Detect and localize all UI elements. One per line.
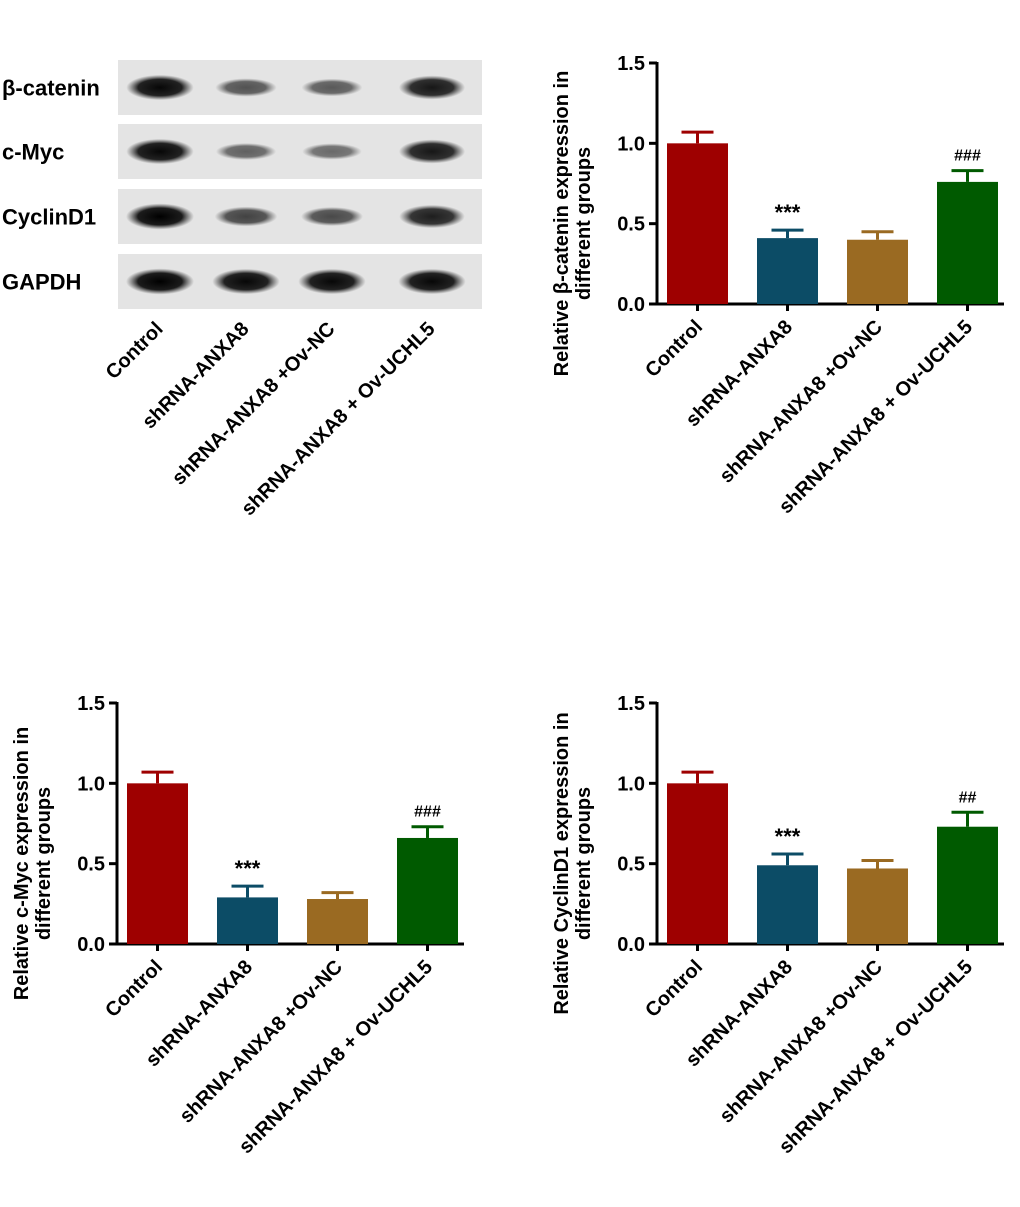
cyclind1-chart: Relative CyclinD1 expression in different… [540,640,1020,1200]
y-axis-label-line: different groups [573,787,595,940]
significance-mark: *** [775,824,801,849]
bar [667,783,728,944]
blot-band [215,143,277,160]
blot-band [398,139,466,164]
x-tick-label: shRNA-ANXA8 +Ov-NC [175,956,347,1128]
y-tick-label: 0.0 [77,934,105,956]
x-tick-label: Control [641,316,707,382]
blot-band [301,78,363,97]
x-tick-label: Control [101,956,167,1022]
bar [217,897,278,944]
blot-band [398,268,466,295]
western-blot-figure: β-cateninc-MycCyclinD1GAPDHControlshRNA-… [2,60,482,520]
y-axis-label-line: Relative CyclinD1 expression in [551,712,573,1014]
y-tick-label: 1.0 [617,773,645,795]
blot-band [126,203,194,230]
bar [937,181,998,304]
bar [847,239,908,304]
y-axis-label: Relative β-catenin expression in differen… [551,71,595,377]
blot-band [399,204,465,229]
y-axis-label-line: different groups [573,147,595,300]
significance-mark: *** [235,856,261,881]
x-tick-label: shRNA-ANXA8 + Ov-UCHL5 [775,316,977,518]
blot-band [302,143,362,160]
western-blot-panel: β-catenin c-Myc CyclinD1 GAPDH Control shRNA-… [0,0,500,560]
y-tick-label: 1.5 [617,693,645,715]
bar [937,826,998,944]
blot-row-label: CyclinD1 [2,205,96,230]
bar [757,238,818,304]
significance-mark: *** [775,200,801,225]
blot-lane-label: Control [102,318,168,384]
y-tick-label: 0.0 [617,294,645,316]
blot-band [126,74,194,101]
bar [667,143,728,304]
blot-band [398,75,466,100]
x-tick-label: shRNA-ANXA8 + Ov-UCHL5 [235,956,437,1158]
y-tick-label: 0.5 [617,854,645,876]
significance-mark: ## [959,789,977,806]
significance-mark: ### [414,804,441,821]
beta-catenin-chart: Relative β-catenin expression in differen… [540,0,1020,560]
y-tick-label: 1.5 [77,693,105,715]
y-axis-label-line: different groups [33,787,55,940]
y-axis-label-line: Relative c-Myc expression in [11,727,33,1000]
blot-lane-label: shRNA-ANXA8 + Ov-UCHL5 [237,318,439,520]
blot-band [215,78,277,97]
c-myc-chart: Relative c-Myc expression in different gr… [0,640,500,1200]
blot-band [126,138,194,165]
y-tick-label: 0.0 [617,934,645,956]
bar [127,783,188,944]
blot-band [301,207,363,226]
x-tick-label: shRNA-ANXA8 + Ov-UCHL5 [775,956,977,1158]
y-axis-label-line: Relative β-catenin expression in [551,71,573,377]
y-tick-label: 0.5 [617,214,645,236]
blot-band [298,268,366,295]
y-axis-label: Relative CyclinD1 expression in different… [551,712,595,1014]
bar [757,865,818,944]
bar [397,837,458,944]
blot-row-label: c-Myc [2,140,64,165]
y-tick-label: 1.0 [617,133,645,155]
x-tick-label: shRNA-ANXA8 +Ov-NC [715,956,887,1128]
bar [307,899,368,944]
blot-row-label: β-catenin [2,76,100,101]
y-tick-label: 1.5 [617,53,645,75]
blot-band [212,268,280,295]
bar [847,868,908,944]
y-tick-label: 0.5 [77,854,105,876]
significance-mark: ### [954,148,981,165]
x-tick-label: shRNA-ANXA8 +Ov-NC [715,316,887,488]
blot-row-label: GAPDH [2,270,81,295]
blot-lane-label: shRNA-ANXA8 +Ov-NC [168,318,340,490]
y-tick-label: 1.0 [77,773,105,795]
x-tick-label: Control [641,956,707,1022]
blot-band [126,268,194,295]
blot-band [214,206,278,227]
y-axis-label: Relative c-Myc expression in different gr… [11,727,55,1000]
